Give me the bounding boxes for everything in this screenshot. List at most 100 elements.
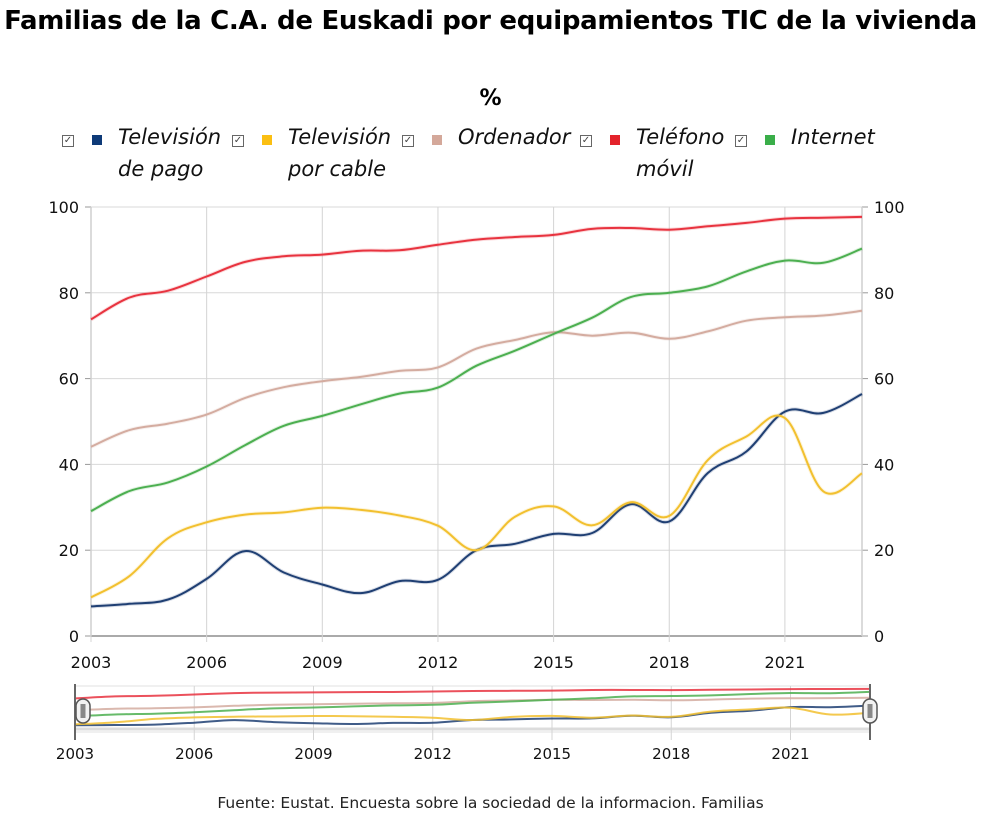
- data-point-telefono-movil[interactable]: [163, 286, 173, 296]
- data-point-internet[interactable]: [86, 506, 96, 516]
- data-point-ordenador[interactable]: [279, 382, 289, 392]
- data-point-television-por-cable[interactable]: [279, 507, 289, 517]
- data-point-television-por-cable[interactable]: [664, 511, 674, 521]
- data-point-ordenador[interactable]: [857, 306, 867, 316]
- legend-checkbox[interactable]: ✓: [232, 135, 244, 147]
- data-point-ordenador[interactable]: [356, 372, 366, 382]
- data-point-internet[interactable]: [818, 258, 828, 268]
- data-point-ordenador[interactable]: [472, 344, 482, 354]
- data-point-television-de-pago[interactable]: [202, 574, 212, 584]
- data-point-television-por-cable[interactable]: [433, 521, 443, 531]
- data-point-television-por-cable[interactable]: [549, 501, 559, 511]
- data-point-ordenador[interactable]: [394, 366, 404, 376]
- data-point-telefono-movil[interactable]: [703, 221, 713, 231]
- data-point-internet[interactable]: [394, 389, 404, 399]
- legend-checkbox[interactable]: ✓: [62, 135, 74, 147]
- data-point-ordenador[interactable]: [317, 376, 327, 386]
- data-point-telefono-movil[interactable]: [394, 245, 404, 255]
- data-point-ordenador[interactable]: [433, 362, 443, 372]
- data-point-telefono-movil[interactable]: [240, 257, 250, 267]
- data-point-internet[interactable]: [433, 383, 443, 393]
- data-point-ordenador[interactable]: [86, 442, 96, 452]
- data-point-internet[interactable]: [240, 440, 250, 450]
- data-point-telefono-movil[interactable]: [202, 271, 212, 281]
- data-point-ordenador[interactable]: [703, 326, 713, 336]
- data-point-telefono-movil[interactable]: [857, 212, 867, 222]
- data-point-telefono-movil[interactable]: [86, 314, 96, 324]
- data-point-television-por-cable[interactable]: [163, 533, 173, 543]
- data-point-internet[interactable]: [317, 411, 327, 421]
- data-point-ordenador[interactable]: [510, 335, 520, 345]
- data-point-television-por-cable[interactable]: [587, 520, 597, 530]
- data-point-internet[interactable]: [780, 256, 790, 266]
- legend-checkbox[interactable]: ✓: [402, 135, 414, 147]
- data-point-television-por-cable[interactable]: [125, 571, 135, 581]
- data-point-internet[interactable]: [163, 477, 173, 487]
- data-point-television-de-pago[interactable]: [703, 468, 713, 478]
- data-point-internet[interactable]: [125, 486, 135, 496]
- data-point-television-de-pago[interactable]: [818, 408, 828, 418]
- data-point-telefono-movil[interactable]: [279, 251, 289, 261]
- data-point-telefono-movil[interactable]: [780, 214, 790, 224]
- data-point-internet[interactable]: [741, 266, 751, 276]
- data-point-internet[interactable]: [279, 421, 289, 431]
- data-point-television-de-pago[interactable]: [356, 588, 366, 598]
- data-point-telefono-movil[interactable]: [741, 218, 751, 228]
- data-point-television-por-cable[interactable]: [626, 497, 636, 507]
- data-point-television-de-pago[interactable]: [279, 568, 289, 578]
- data-point-ordenador[interactable]: [741, 316, 751, 326]
- data-point-ordenador[interactable]: [587, 331, 597, 341]
- data-point-television-por-cable[interactable]: [240, 510, 250, 520]
- data-point-telefono-movil[interactable]: [549, 230, 559, 240]
- data-point-ordenador[interactable]: [163, 419, 173, 429]
- data-point-ordenador[interactable]: [664, 334, 674, 344]
- data-point-internet[interactable]: [587, 313, 597, 323]
- data-point-telefono-movil[interactable]: [626, 223, 636, 233]
- data-point-telefono-movil[interactable]: [472, 235, 482, 245]
- data-point-internet[interactable]: [664, 288, 674, 298]
- data-point-television-por-cable[interactable]: [356, 505, 366, 515]
- data-point-television-de-pago[interactable]: [510, 539, 520, 549]
- data-point-television-de-pago[interactable]: [549, 529, 559, 539]
- legend-checkbox[interactable]: ✓: [580, 135, 592, 147]
- data-point-telefono-movil[interactable]: [125, 293, 135, 303]
- data-point-television-por-cable[interactable]: [780, 413, 790, 423]
- data-point-internet[interactable]: [549, 329, 559, 339]
- data-point-telefono-movil[interactable]: [356, 246, 366, 256]
- data-point-ordenador[interactable]: [240, 393, 250, 403]
- data-point-television-de-pago[interactable]: [240, 546, 250, 556]
- data-point-telefono-movil[interactable]: [317, 250, 327, 260]
- data-point-television-de-pago[interactable]: [125, 599, 135, 609]
- data-point-ordenador[interactable]: [818, 311, 828, 321]
- data-point-internet[interactable]: [626, 292, 636, 302]
- data-point-telefono-movil[interactable]: [818, 213, 828, 223]
- data-point-television-de-pago[interactable]: [86, 601, 96, 611]
- data-point-telefono-movil[interactable]: [433, 240, 443, 250]
- data-point-television-por-cable[interactable]: [317, 503, 327, 513]
- data-point-telefono-movil[interactable]: [510, 232, 520, 242]
- data-point-ordenador[interactable]: [125, 425, 135, 435]
- data-point-television-por-cable[interactable]: [857, 468, 867, 478]
- data-point-internet[interactable]: [703, 281, 713, 291]
- data-point-television-de-pago[interactable]: [163, 595, 173, 605]
- data-point-television-por-cable[interactable]: [703, 455, 713, 465]
- data-point-internet[interactable]: [472, 361, 482, 371]
- legend-checkbox[interactable]: ✓: [735, 135, 747, 147]
- data-point-internet[interactable]: [202, 462, 212, 472]
- data-point-internet[interactable]: [857, 244, 867, 254]
- data-point-ordenador[interactable]: [202, 410, 212, 420]
- data-point-ordenador[interactable]: [626, 328, 636, 338]
- data-point-television-por-cable[interactable]: [741, 432, 751, 442]
- data-point-television-de-pago[interactable]: [741, 447, 751, 457]
- data-point-telefono-movil[interactable]: [587, 224, 597, 234]
- data-point-television-de-pago[interactable]: [857, 389, 867, 399]
- data-point-television-por-cable[interactable]: [510, 512, 520, 522]
- data-point-telefono-movil[interactable]: [664, 225, 674, 235]
- data-point-television-por-cable[interactable]: [394, 510, 404, 520]
- data-point-television-por-cable[interactable]: [202, 517, 212, 527]
- data-point-ordenador[interactable]: [780, 312, 790, 322]
- data-point-television-de-pago[interactable]: [433, 575, 443, 585]
- data-point-television-por-cable[interactable]: [86, 592, 96, 602]
- data-point-internet[interactable]: [510, 346, 520, 356]
- data-point-television-por-cable[interactable]: [818, 486, 828, 496]
